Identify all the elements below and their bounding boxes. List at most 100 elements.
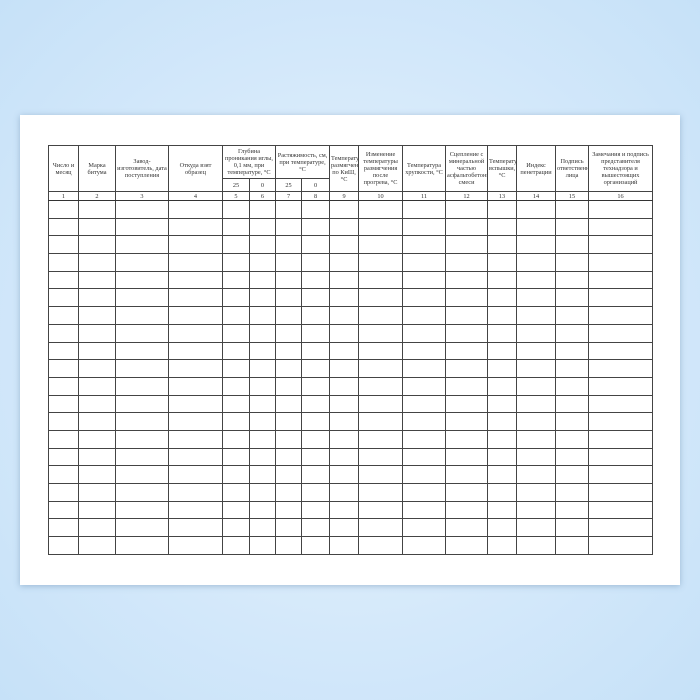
entry-cell[interactable] — [78, 394, 116, 414]
entry-cell[interactable] — [329, 341, 360, 361]
entry-cell[interactable] — [78, 500, 116, 520]
entry-cell[interactable] — [445, 412, 489, 431]
entry-cell[interactable] — [222, 376, 250, 396]
entry-cell[interactable] — [275, 323, 303, 343]
entry-cell[interactable] — [402, 288, 447, 308]
entry-cell[interactable] — [222, 429, 250, 449]
entry-cell[interactable] — [487, 306, 518, 325]
entry-cell[interactable] — [168, 465, 223, 484]
entry-cell[interactable] — [248, 483, 277, 502]
entry-cell[interactable] — [555, 483, 590, 502]
entry-cell[interactable] — [487, 288, 518, 308]
entry-cell[interactable] — [402, 536, 447, 555]
entry-cell[interactable] — [48, 341, 79, 361]
entry-cell[interactable] — [487, 394, 518, 414]
entry-cell[interactable] — [588, 429, 654, 449]
entry-cell[interactable] — [48, 253, 79, 272]
entry-cell[interactable] — [555, 500, 590, 520]
entry-cell[interactable] — [248, 447, 277, 467]
entry-cell[interactable] — [275, 429, 303, 449]
entry-cell[interactable] — [301, 465, 331, 484]
entry-cell[interactable] — [555, 536, 590, 555]
entry-cell[interactable] — [248, 536, 277, 555]
entry-cell[interactable] — [588, 217, 654, 237]
entry-cell[interactable] — [402, 253, 447, 272]
entry-cell[interactable] — [516, 253, 557, 272]
entry-cell[interactable] — [248, 270, 277, 290]
entry-cell[interactable] — [402, 270, 447, 290]
entry-cell[interactable] — [115, 270, 169, 290]
entry-cell[interactable] — [78, 483, 116, 502]
entry-cell[interactable] — [48, 359, 79, 378]
entry-cell[interactable] — [445, 429, 489, 449]
entry-cell[interactable] — [301, 500, 331, 520]
entry-cell[interactable] — [301, 447, 331, 467]
entry-cell[interactable] — [301, 253, 331, 272]
entry-cell[interactable] — [329, 217, 360, 237]
entry-cell[interactable] — [222, 341, 250, 361]
entry-cell[interactable] — [516, 200, 557, 219]
entry-cell[interactable] — [555, 270, 590, 290]
entry-cell[interactable] — [516, 235, 557, 255]
entry-cell[interactable] — [555, 306, 590, 325]
entry-cell[interactable] — [222, 465, 250, 484]
entry-cell[interactable] — [445, 253, 489, 272]
entry-cell[interactable] — [222, 200, 250, 219]
entry-cell[interactable] — [445, 394, 489, 414]
entry-cell[interactable] — [358, 200, 404, 219]
entry-cell[interactable] — [222, 323, 250, 343]
entry-cell[interactable] — [78, 323, 116, 343]
entry-cell[interactable] — [445, 323, 489, 343]
entry-cell[interactable] — [115, 412, 169, 431]
entry-cell[interactable] — [168, 253, 223, 272]
entry-cell[interactable] — [248, 394, 277, 414]
entry-cell[interactable] — [78, 270, 116, 290]
entry-cell[interactable] — [248, 518, 277, 538]
entry-cell[interactable] — [588, 306, 654, 325]
entry-cell[interactable] — [358, 376, 404, 396]
entry-cell[interactable] — [222, 217, 250, 237]
entry-cell[interactable] — [516, 376, 557, 396]
entry-cell[interactable] — [516, 323, 557, 343]
entry-cell[interactable] — [301, 306, 331, 325]
entry-cell[interactable] — [115, 323, 169, 343]
entry-cell[interactable] — [248, 217, 277, 237]
entry-cell[interactable] — [588, 483, 654, 502]
entry-cell[interactable] — [329, 394, 360, 414]
entry-cell[interactable] — [222, 288, 250, 308]
entry-cell[interactable] — [275, 447, 303, 467]
entry-cell[interactable] — [168, 270, 223, 290]
entry-cell[interactable] — [555, 341, 590, 361]
entry-cell[interactable] — [588, 412, 654, 431]
entry-cell[interactable] — [402, 412, 447, 431]
entry-cell[interactable] — [402, 394, 447, 414]
entry-cell[interactable] — [358, 288, 404, 308]
entry-cell[interactable] — [48, 500, 79, 520]
entry-cell[interactable] — [445, 270, 489, 290]
entry-cell[interactable] — [516, 288, 557, 308]
entry-cell[interactable] — [329, 359, 360, 378]
entry-cell[interactable] — [222, 500, 250, 520]
entry-cell[interactable] — [555, 253, 590, 272]
entry-cell[interactable] — [329, 306, 360, 325]
entry-cell[interactable] — [329, 429, 360, 449]
entry-cell[interactable] — [78, 235, 116, 255]
entry-cell[interactable] — [358, 483, 404, 502]
entry-cell[interactable] — [222, 412, 250, 431]
entry-cell[interactable] — [555, 200, 590, 219]
entry-cell[interactable] — [78, 341, 116, 361]
entry-cell[interactable] — [402, 323, 447, 343]
entry-cell[interactable] — [48, 288, 79, 308]
entry-cell[interactable] — [516, 217, 557, 237]
entry-cell[interactable] — [222, 235, 250, 255]
entry-cell[interactable] — [588, 288, 654, 308]
entry-cell[interactable] — [358, 518, 404, 538]
entry-cell[interactable] — [48, 447, 79, 467]
entry-cell[interactable] — [555, 412, 590, 431]
entry-cell[interactable] — [358, 235, 404, 255]
entry-cell[interactable] — [358, 359, 404, 378]
entry-cell[interactable] — [301, 429, 331, 449]
entry-cell[interactable] — [445, 359, 489, 378]
entry-cell[interactable] — [487, 500, 518, 520]
entry-cell[interactable] — [168, 518, 223, 538]
